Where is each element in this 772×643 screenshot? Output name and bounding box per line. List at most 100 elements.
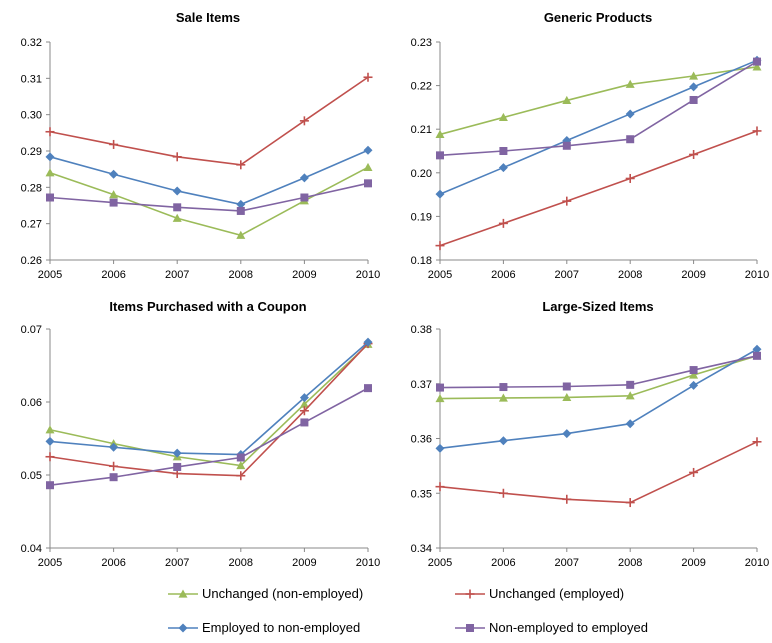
data-point [45,436,55,446]
data-point [173,462,182,471]
y-tick-label: 0.07 [21,324,42,336]
x-tick-label: 2006 [101,269,125,281]
data-point [236,160,246,170]
series-unchanged_employed [45,72,373,170]
series-line [439,355,758,389]
data-point [689,149,699,159]
x-tick-label: 2006 [491,269,515,281]
series-line [49,387,369,487]
series-line [439,60,758,157]
y-tick-label: 0.29 [21,146,42,158]
data-point [299,399,309,408]
data-point [625,419,635,429]
data-point [236,471,246,481]
data-point [498,163,508,173]
series-line [49,149,369,206]
data-point [435,189,445,199]
series-employed_to_non_employed [435,344,762,453]
data-point [562,141,571,150]
series-non_employed_to_employed [436,57,761,160]
data-point [752,344,762,354]
y-tick-label: 0.26 [21,255,42,267]
data-point [689,95,698,104]
y-tick-label: 0.37 [411,379,432,391]
data-point [626,135,635,144]
series-unchanged_non_employed [435,351,762,403]
data-point [625,391,635,400]
data-point [46,481,54,490]
legend-item-employed_to_non_employed: Employed to non-employed [168,620,360,635]
legend-item-unchanged_non_employed: Unchanged (non-employed) [168,586,363,601]
x-tick-label: 2007 [555,557,579,569]
data-point [172,448,182,458]
y-tick-label: 0.05 [21,470,42,482]
data-point [689,366,698,375]
x-tick-label: 2008 [229,269,253,281]
data-point [299,116,309,126]
series-line [49,341,369,456]
data-point [626,380,635,389]
y-tick-label: 0.22 [411,81,432,93]
series-employed_to_non_employed [435,55,762,199]
series-employed_to_non_employed [45,337,373,460]
data-point [299,406,309,416]
data-point [300,418,309,427]
data-point [689,82,699,92]
data-point [436,151,444,160]
triangle-marker [178,589,188,598]
legend: Unchanged (non-employed) Unchanged (emplo… [168,586,648,635]
series-line [439,130,758,247]
y-tick-label: 0.30 [21,110,42,122]
data-point [45,168,55,177]
data-point [436,383,444,392]
series-line [49,76,369,166]
data-point [562,95,572,105]
data-point [45,425,55,434]
data-point [499,383,508,392]
data-point [172,152,182,162]
plus-marker [465,589,475,599]
data-point [435,443,445,453]
data-point [753,57,761,66]
legend-item-unchanged_employed: Unchanged (employed) [455,586,624,601]
data-point [625,79,635,88]
square-marker [466,624,474,632]
series-line [439,59,758,195]
data-point [498,218,508,228]
chart-title: Sale Items [176,10,240,25]
series-line [439,355,758,400]
y-tick-label: 0.21 [411,124,432,136]
y-tick-label: 0.27 [21,219,42,231]
data-point [562,494,572,504]
x-tick-label: 2007 [165,557,189,569]
data-point [752,62,762,71]
legend-label: Unchanged (employed) [489,586,624,601]
data-point [498,393,508,402]
data-point [109,461,119,471]
y-tick-label: 0.31 [21,73,42,85]
data-point [689,380,699,390]
series-line [49,182,369,212]
data-point [109,169,119,179]
series-unchanged_employed [45,339,373,481]
data-point [299,173,309,183]
chart-panel-4: Large-Sized Items 0.34 0.35 0.36 0.37 0.38 200… [411,299,770,569]
x-tick-label: 2008 [229,557,253,569]
x-tick-label: 2005 [38,269,62,281]
data-point [562,429,572,439]
y-tick-label: 0.18 [411,255,432,267]
chart-panel-1: Sale Items 0.26 0.27 0.28 0.29 0.30 0.31 0.32 20… [21,10,381,281]
chart-panel-2: Generic Products 0.18 0.19 0.20 0.21 0.22 0.23… [411,10,770,281]
data-point [109,190,119,199]
y-tick-label: 0.32 [21,37,42,49]
x-tick-label: 2009 [681,557,705,569]
y-tick-label: 0.23 [411,37,432,49]
series-non_employed_to_employed [46,179,372,215]
y-tick-label: 0.35 [411,488,432,500]
data-point [236,199,246,209]
x-tick-label: 2009 [292,557,316,569]
data-point [172,213,182,222]
data-point [109,139,119,149]
series-unchanged_employed [435,437,762,508]
